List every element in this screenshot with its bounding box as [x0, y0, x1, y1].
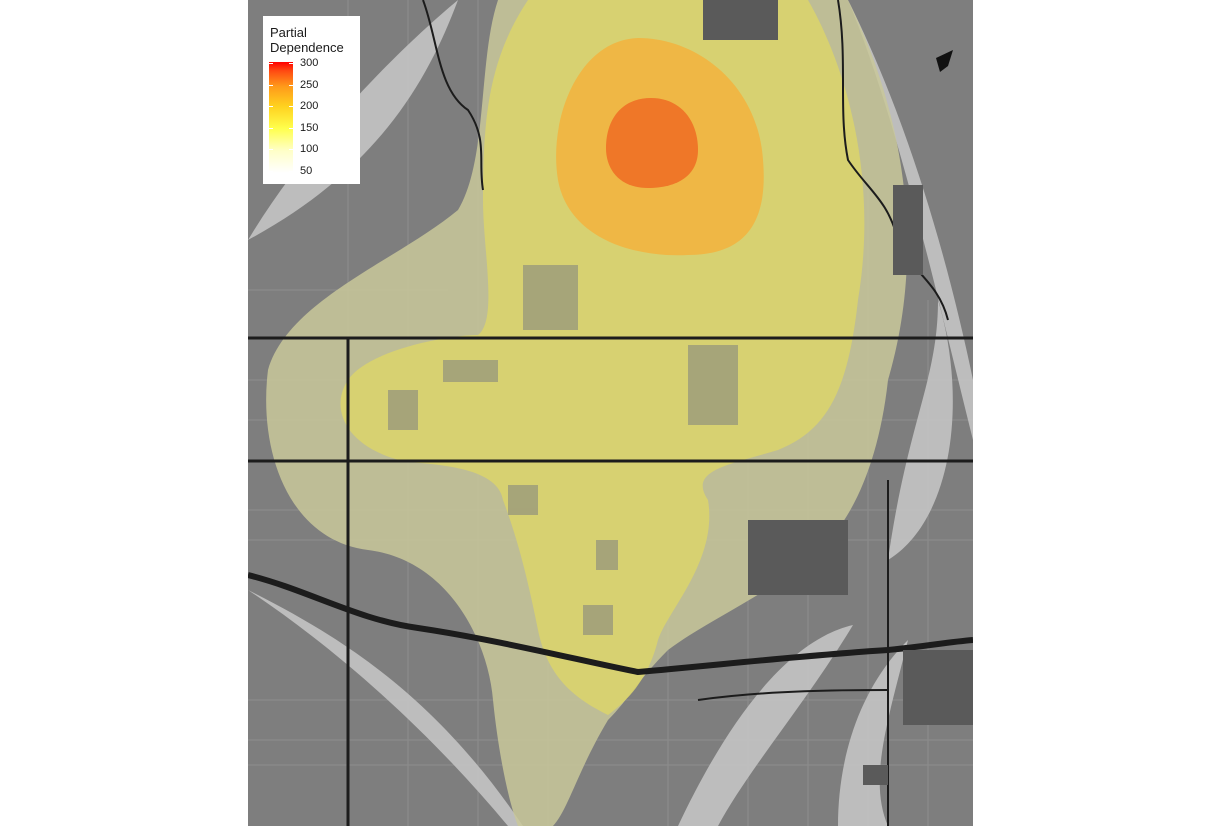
- legend-tick-label: 50: [300, 165, 313, 177]
- legend-title: Partial Dependence: [270, 25, 344, 55]
- major-roads: [248, 0, 973, 826]
- legend-title-line-2: Dependence: [270, 40, 344, 55]
- road-south: [697, 689, 889, 701]
- legend-tick-label: 300: [300, 57, 319, 69]
- wedge-bottom-left: [248, 590, 523, 826]
- legend: Partial Dependence 300 250 200 150 100 50: [263, 16, 360, 184]
- legend-tick-label: 150: [300, 121, 319, 134]
- legend-tick-mark: [269, 171, 273, 172]
- legend-tick-mark: [289, 84, 293, 86]
- legend-tick-mark: [289, 171, 293, 172]
- dark-area-3: [893, 185, 923, 275]
- park-7: [583, 605, 613, 635]
- dark-area-4: [903, 650, 973, 725]
- legend-tick-label: 100: [300, 143, 319, 156]
- creek-west: [422, 0, 484, 191]
- park-5: [508, 485, 538, 515]
- legend-tick-label: 250: [300, 78, 319, 91]
- legend-tick-label: 200: [300, 100, 319, 113]
- legend-tick-mark: [289, 63, 293, 64]
- park-2: [443, 360, 498, 382]
- legend-tick-mark: [289, 127, 293, 129]
- legend-colorbar: [269, 62, 293, 173]
- legend-tick-mark: [269, 149, 273, 151]
- dark-area-1: [703, 0, 778, 40]
- legend-tick-mark: [289, 149, 293, 151]
- dark-areas: [703, 0, 973, 785]
- park-3: [388, 390, 418, 430]
- highway: [248, 572, 973, 676]
- contour-level-4: [606, 98, 698, 188]
- wedge-right-sliver: [888, 300, 953, 560]
- wedge-bottom-right: [678, 625, 853, 826]
- dark-area-2: [748, 520, 848, 595]
- legend-title-line-1: Partial: [270, 25, 307, 40]
- legend-tick-mark: [269, 127, 273, 129]
- legend-tick-mark: [269, 84, 273, 86]
- park-1: [523, 265, 578, 330]
- legend-tick-mark: [269, 63, 273, 64]
- river: [837, 0, 949, 321]
- legend-tick-mark: [269, 106, 273, 108]
- legend-tick-mark: [289, 106, 293, 108]
- park-4: [688, 345, 738, 425]
- park-areas: [388, 265, 738, 635]
- park-6: [596, 540, 618, 570]
- wedge-right-low: [838, 640, 908, 826]
- dark-area-5: [863, 765, 888, 785]
- lake: [936, 50, 953, 72]
